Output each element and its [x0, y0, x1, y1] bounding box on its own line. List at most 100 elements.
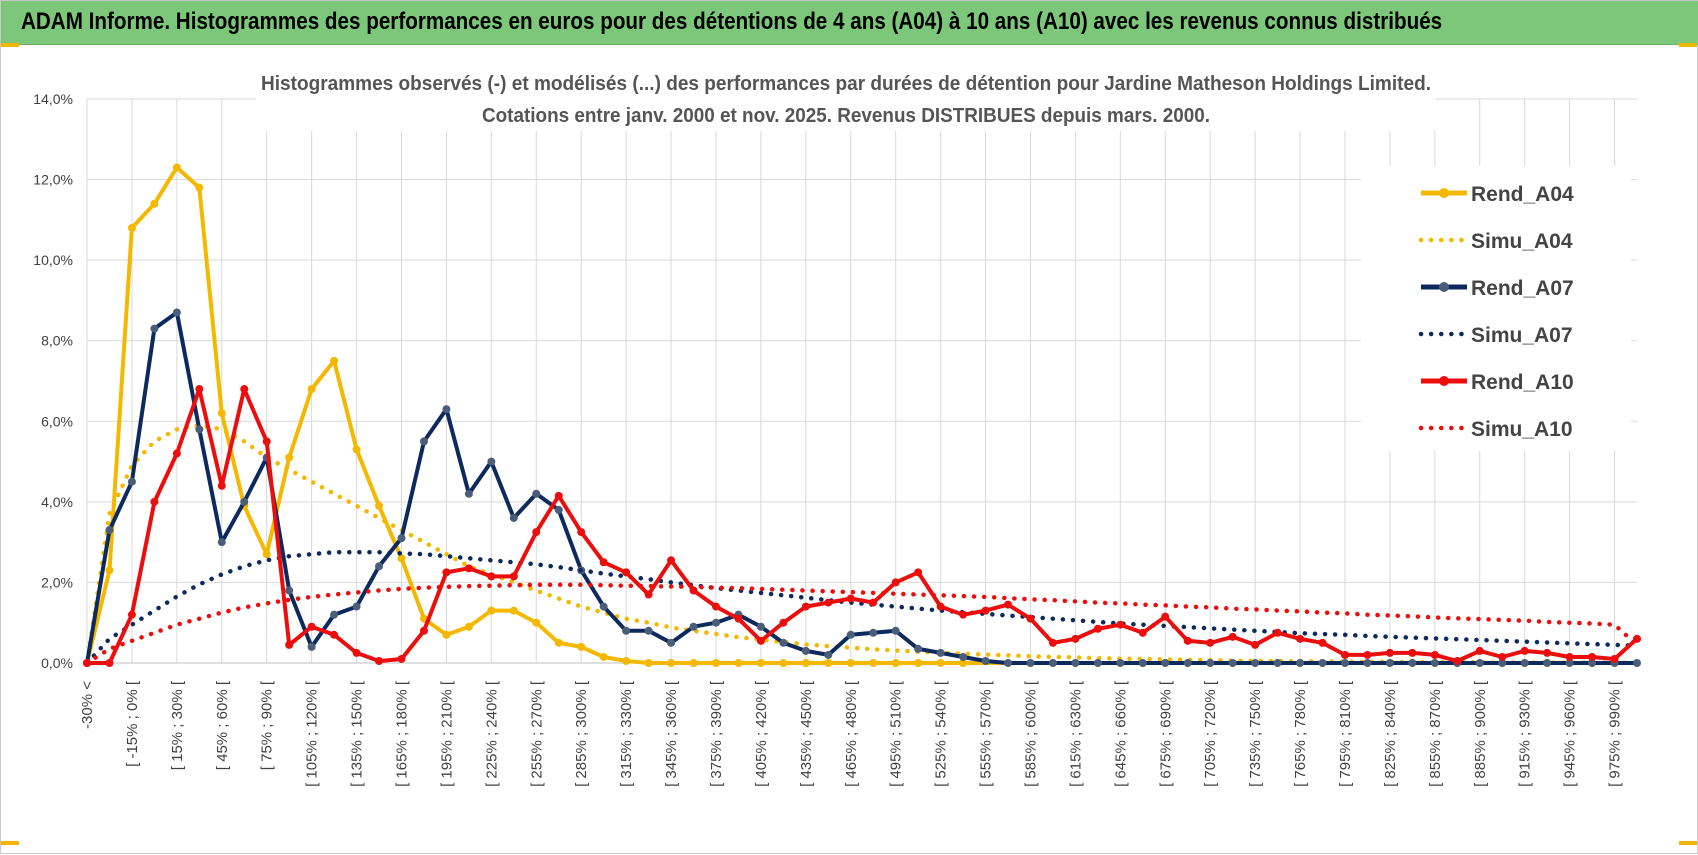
data-point-rend-a07 [127, 477, 136, 486]
data-point-rend-a04 [217, 409, 226, 418]
data-point-rend-a10 [1453, 656, 1462, 665]
data-point-rend-a10 [914, 568, 923, 577]
x-tick-label: [ 855% ; 870% [ [1427, 680, 1444, 787]
x-tick-label: [ 15% ; 30% [ [169, 680, 186, 770]
data-point-rend-a10 [1206, 638, 1215, 647]
data-point-rend-a10 [1273, 628, 1282, 637]
data-point-rend-a07 [1475, 659, 1484, 667]
data-point-rend-a04 [756, 659, 765, 667]
y-tick-label: 8,0% [41, 333, 73, 349]
x-tick-label: [ 615% ; 630% [ [1067, 680, 1084, 787]
data-point-rend-a10 [1610, 654, 1619, 663]
data-point-rend-a04 [330, 356, 339, 365]
data-point-rend-a10 [554, 491, 563, 500]
data-point-rend-a04 [667, 659, 676, 667]
x-tick-label: [ 75% ; 90% [ [259, 680, 276, 770]
series-line-simu-a04 [84, 423, 1640, 666]
data-point-rend-a04 [150, 199, 159, 208]
data-point-rend-a04 [711, 659, 720, 667]
data-point-rend-a10 [352, 648, 361, 657]
series-line-simu-a07 [84, 549, 1640, 666]
banner-title: ADAM Informe. Histogrammes des performan… [21, 8, 1443, 35]
data-point-rend-a10 [1520, 646, 1529, 655]
corner-accent [1679, 43, 1697, 47]
x-tick-label: [ 885% ; 900% [ [1472, 680, 1489, 787]
data-point-rend-a04 [509, 606, 518, 615]
data-point-rend-a10 [397, 654, 406, 663]
x-tick-label: [ 555% ; 570% [ [978, 680, 995, 787]
data-point-rend-a07 [1318, 659, 1327, 667]
data-point-rend-a04 [914, 659, 923, 667]
y-tick-label: 4,0% [41, 494, 73, 510]
legend-label: Rend_A10 [1471, 371, 1574, 394]
data-point-rend-a04 [262, 550, 271, 559]
x-tick-label: [ 375% ; 390% [ [708, 680, 725, 787]
data-point-rend-a10 [1296, 634, 1305, 643]
y-tick-label: 6,0% [41, 413, 73, 429]
data-point-rend-a10 [959, 610, 968, 619]
data-point-rend-a10 [1183, 636, 1192, 645]
data-point-rend-a07 [599, 602, 608, 611]
legend-label: Rend_A04 [1471, 183, 1574, 206]
data-point-rend-a07 [1273, 659, 1282, 667]
data-point-rend-a07 [554, 505, 563, 514]
data-point-rend-a10 [330, 630, 339, 639]
series-line-rend-a10 [87, 387, 1639, 665]
x-tick-label: -30% < [79, 681, 96, 729]
y-tick-label: 14,0% [33, 91, 73, 107]
data-point-rend-a07 [1430, 659, 1439, 667]
x-tick-label: [ 315% ; 330% [ [618, 680, 635, 787]
data-point-rend-a10 [1228, 632, 1237, 641]
data-point-rend-a04 [285, 453, 294, 462]
legend-label: Simu_A07 [1471, 324, 1573, 347]
data-point-rend-a10 [599, 558, 608, 567]
data-point-rend-a10 [1116, 620, 1125, 629]
data-point-rend-a07 [375, 562, 384, 571]
data-point-rend-a10 [1093, 624, 1102, 633]
data-point-rend-a10 [891, 578, 900, 587]
data-point-rend-a10 [487, 572, 496, 581]
x-tick-label: [ 135% ; 150% [ [349, 680, 366, 787]
x-tick-label: [ 495% ; 510% [ [888, 680, 905, 787]
data-point-rend-a10 [801, 602, 810, 611]
data-point-rend-a07 [959, 652, 968, 661]
data-point-rend-a04 [442, 630, 451, 639]
data-point-rend-a04 [307, 385, 316, 394]
data-point-rend-a07 [1161, 659, 1170, 667]
data-point-rend-a04 [352, 445, 361, 454]
data-point-rend-a07 [824, 650, 833, 659]
data-point-rend-a07 [622, 626, 631, 635]
data-point-rend-a04 [554, 638, 563, 647]
data-point-rend-a10 [375, 656, 384, 665]
data-point-rend-a07 [1565, 659, 1574, 667]
data-point-rend-a10 [1565, 652, 1574, 661]
data-point-rend-a10 [217, 481, 226, 490]
data-point-rend-a04 [869, 659, 878, 667]
data-point-rend-a10 [1363, 650, 1372, 659]
x-tick-label: [ 345% ; 360% [ [663, 680, 680, 787]
data-point-rend-a07 [195, 425, 204, 434]
data-point-rend-a10 [150, 497, 159, 506]
data-point-rend-a07 [1026, 659, 1035, 667]
data-point-rend-a04 [734, 659, 743, 667]
data-point-rend-a10 [240, 385, 249, 394]
data-point-rend-a07 [1116, 659, 1125, 667]
data-point-rend-a07 [487, 457, 496, 466]
data-point-rend-a10 [1318, 638, 1327, 647]
x-tick-label: [ 165% ; 180% [ [393, 680, 410, 787]
data-point-rend-a10 [667, 556, 676, 565]
x-tick-label: [ 225% ; 240% [ [483, 680, 500, 787]
x-tick-label: [ 795% ; 810% [ [1337, 680, 1354, 787]
data-point-rend-a07 [1071, 659, 1080, 667]
data-point-rend-a07 [172, 308, 181, 317]
data-point-rend-a10 [1048, 638, 1057, 647]
data-point-rend-a07 [150, 324, 159, 333]
data-point-rend-a04 [172, 163, 181, 172]
data-point-rend-a07 [936, 648, 945, 657]
legend-marker [1439, 376, 1449, 386]
data-point-rend-a07 [846, 630, 855, 639]
data-point-rend-a04 [846, 659, 855, 667]
data-point-rend-a07 [397, 534, 406, 543]
data-point-rend-a04 [532, 618, 541, 627]
data-point-rend-a07 [509, 513, 518, 522]
